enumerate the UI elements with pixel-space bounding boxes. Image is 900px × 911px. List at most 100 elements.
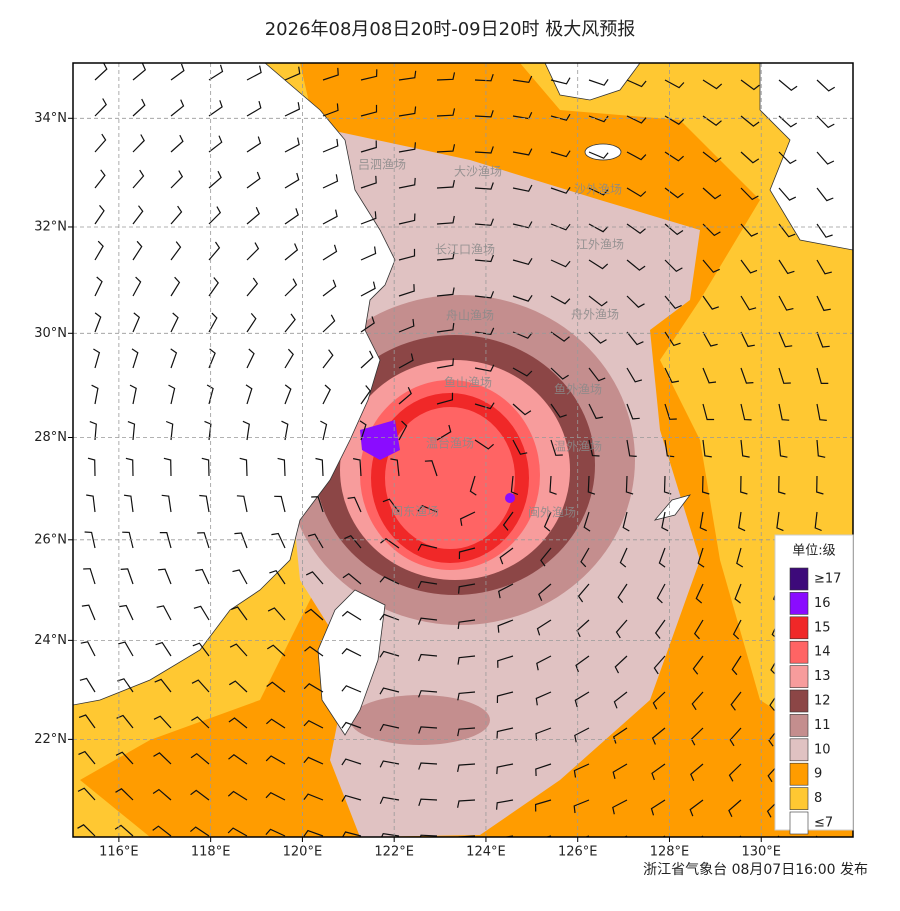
legend-label: ≤7	[814, 816, 833, 831]
wind-barb	[619, 547, 628, 568]
wind-barb	[131, 348, 139, 369]
wind-barb	[284, 243, 299, 261]
wind-barb	[778, 187, 797, 201]
ryukyu	[653, 494, 692, 521]
wind-barb	[170, 348, 178, 369]
wind-barb	[77, 787, 96, 801]
wind-barb	[816, 115, 835, 129]
wind-barb	[695, 583, 704, 604]
wind-barb	[398, 177, 416, 189]
wind-barb	[457, 763, 476, 773]
title: 2026年08月08日20时-09日20时 极大风预报	[265, 19, 636, 40]
wind-barb	[398, 248, 416, 261]
wind-barb	[474, 146, 494, 154]
wind-barb	[651, 727, 666, 745]
wind-barb	[304, 645, 324, 657]
wind-barb	[418, 798, 438, 806]
wind-barb	[132, 312, 141, 333]
wind-barb	[458, 547, 476, 560]
wind-barb	[234, 532, 248, 549]
wind-barb	[702, 439, 712, 458]
wind-barb	[360, 316, 375, 333]
wind-barb	[344, 534, 362, 549]
wind-barb	[512, 403, 532, 416]
wind-barb	[651, 763, 666, 781]
wind-barb	[815, 835, 818, 837]
wind-barb	[457, 799, 476, 808]
wind-barb	[497, 619, 514, 633]
lat-tick-label: 24°N	[34, 633, 67, 648]
wind-barb	[654, 619, 666, 639]
wind-barb	[284, 172, 300, 189]
wind-barb	[284, 348, 294, 369]
legend-swatch	[789, 714, 809, 737]
wind-barb	[816, 295, 831, 312]
wind-barb	[284, 102, 301, 117]
wind-barb	[436, 72, 456, 81]
wind-barb	[664, 331, 681, 347]
wind-barb	[550, 295, 571, 305]
wind-barb	[352, 458, 362, 477]
wind-barb	[701, 475, 710, 495]
wind-barb	[359, 420, 367, 441]
wind-barb	[732, 619, 742, 640]
legend-swatch	[789, 616, 809, 640]
wind-barb	[265, 828, 286, 837]
wind-barb	[266, 681, 286, 693]
legend-label: 13	[814, 669, 831, 684]
wind-barb	[360, 69, 378, 81]
wind-barb	[588, 79, 609, 86]
wind-barb	[190, 826, 210, 837]
wind-barb	[228, 680, 248, 693]
wind-barb	[457, 727, 476, 737]
wind-barb	[93, 348, 101, 369]
wind-barb	[474, 327, 495, 335]
wind-barb	[588, 439, 600, 457]
wind-barb	[664, 439, 675, 458]
wind-barb	[573, 799, 590, 814]
wind-barb	[152, 825, 172, 837]
wind-barb	[693, 619, 704, 640]
wind-barb	[550, 150, 571, 158]
lat-tick-label: 30°N	[34, 326, 67, 341]
wind-barb	[246, 65, 262, 81]
wind-barb	[158, 568, 172, 585]
wind-barb	[390, 458, 400, 477]
wind-barb	[617, 583, 628, 603]
wind-barb	[81, 604, 96, 621]
wind-barb	[161, 494, 172, 513]
sea-area-label: 温台渔场	[426, 436, 474, 451]
wind-barb	[510, 475, 519, 496]
wind-barb	[436, 287, 455, 297]
legend-label: 11	[814, 718, 831, 733]
wind-barb	[550, 187, 571, 194]
wind-barb	[622, 511, 630, 532]
wind-barb	[650, 799, 666, 816]
wind-barb	[436, 392, 454, 405]
wind-barb	[417, 543, 438, 551]
wind-barb	[170, 241, 182, 261]
wind-barb	[341, 610, 362, 621]
legend-label: 9	[814, 767, 822, 782]
lat-tick-label: 32°N	[34, 219, 67, 234]
wind-barb	[474, 110, 494, 118]
wind-barb	[341, 758, 362, 766]
wind-barb	[692, 655, 704, 675]
wind-barb	[728, 799, 742, 818]
wind-barb	[227, 790, 248, 801]
wind-barb	[341, 648, 362, 657]
lat-tick-label: 26°N	[34, 532, 67, 547]
legend-label: 16	[814, 596, 831, 611]
wind-barb	[132, 63, 147, 81]
wind-barb	[625, 475, 634, 495]
wind-barb	[307, 533, 324, 549]
wind-barb	[78, 750, 96, 765]
wind-barb	[436, 108, 456, 117]
wind-barb	[436, 179, 455, 189]
wind-barb	[778, 331, 793, 348]
wind-barb	[398, 353, 414, 369]
wind-barb	[91, 384, 99, 405]
wind-barb	[459, 511, 476, 526]
wind-barb	[322, 349, 334, 369]
wind-barb	[341, 831, 362, 837]
